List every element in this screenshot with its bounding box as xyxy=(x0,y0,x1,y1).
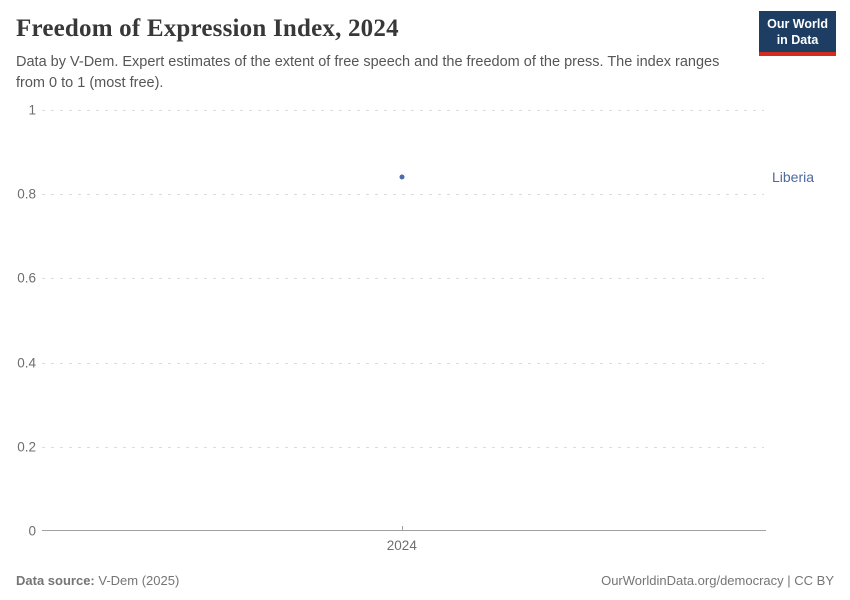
plot-area: 2024 Liberia xyxy=(42,110,814,553)
gridline xyxy=(42,278,764,280)
owid-logo-line1: Our World xyxy=(767,17,828,31)
gridline xyxy=(42,110,764,111)
y-axis: 1 0.8 0.6 0.4 0.2 0 xyxy=(0,103,36,539)
chart-footer: Data source: V-Dem (2025) OurWorldinData… xyxy=(16,573,834,588)
chart-title: Freedom of Expression Index, 2024 xyxy=(16,15,399,42)
y-tick-label: 1 xyxy=(28,102,36,118)
owid-logo[interactable]: Our World in Data xyxy=(759,11,836,56)
y-tick-label: 0.8 xyxy=(17,186,36,202)
series-label[interactable]: Liberia xyxy=(772,169,815,186)
data-point[interactable] xyxy=(399,174,405,180)
x-tick-label: 2024 xyxy=(386,538,417,553)
y-tick-label: 0 xyxy=(28,523,36,539)
data-source-label: Data source: xyxy=(16,573,95,588)
y-tick-label: 0.2 xyxy=(17,439,36,455)
gridline xyxy=(42,446,764,448)
credit-url-link[interactable]: OurWorldinData.org/democracy xyxy=(601,573,784,588)
credit-license[interactable]: | CC BY xyxy=(783,573,834,588)
owid-logo-line2: in Data xyxy=(776,33,819,47)
x-axis-tick xyxy=(401,526,403,531)
x-axis-line xyxy=(42,530,766,531)
gridline xyxy=(42,194,764,196)
gridline xyxy=(42,362,764,364)
data-source: Data source: V-Dem (2025) xyxy=(16,573,179,588)
chart-subtitle: Data by V-Dem. Expert estimates of the e… xyxy=(16,54,720,91)
data-source-value: V-Dem (2025) xyxy=(94,573,180,588)
y-tick-label: 0.4 xyxy=(17,355,36,371)
y-tick-label: 0.6 xyxy=(17,270,36,286)
credit: OurWorldinData.org/democracy | CC BY xyxy=(601,573,834,588)
